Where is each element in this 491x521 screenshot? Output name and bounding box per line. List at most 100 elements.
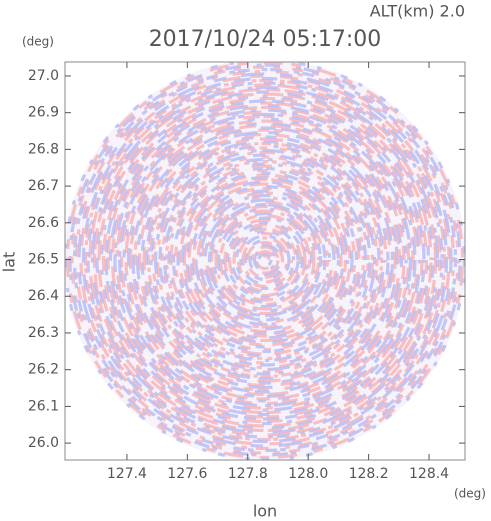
radar-ring <box>178 173 352 347</box>
radar-ring <box>239 234 291 286</box>
radar-ring <box>180 175 350 345</box>
y-tick-label: 26.6 <box>28 215 59 231</box>
radar-ring <box>99 94 431 426</box>
radar-ring <box>72 67 458 453</box>
radar-ring <box>218 213 312 307</box>
y-tick-label: 26.0 <box>28 435 59 451</box>
radar-field <box>65 62 465 460</box>
radar-ring <box>160 155 370 365</box>
y-tick-label: 26.4 <box>28 288 59 304</box>
radar-ring <box>187 182 343 338</box>
y-axis-label: lat <box>0 252 19 273</box>
radar-ring <box>135 130 395 390</box>
x-axis-label: lon <box>253 502 277 521</box>
radar-ring <box>243 238 287 282</box>
y-tick-label: 26.2 <box>28 362 59 378</box>
radar-ring <box>106 101 424 419</box>
radar-ring <box>74 69 456 451</box>
radar-ring <box>83 78 447 442</box>
radar-ring <box>77 72 453 448</box>
y-tick-label: 26.3 <box>28 325 59 341</box>
x-tick-label: 127.8 <box>228 466 268 482</box>
radar-ring <box>205 200 325 320</box>
radar-ring <box>86 81 444 439</box>
x-unit: (deg) <box>454 487 486 501</box>
radar-ring <box>207 202 323 318</box>
radar-ring <box>200 195 330 325</box>
y-tick-label: 27.0 <box>28 68 59 84</box>
radar-ring <box>194 189 336 331</box>
radar-ring <box>124 119 406 401</box>
radar-ring <box>182 177 348 343</box>
radar-ring <box>250 245 280 275</box>
radar-ring <box>153 148 377 372</box>
chart-title: 2017/10/24 05:17:00 <box>149 27 382 52</box>
radar-ring <box>117 112 413 408</box>
radar-ring <box>149 144 381 376</box>
radar-ring <box>232 227 298 293</box>
radar-ring <box>113 108 417 412</box>
radar-ring <box>196 191 334 329</box>
x-tick-label: 128.4 <box>409 466 449 482</box>
y-tick-label: 26.8 <box>28 141 59 157</box>
radar-ring <box>92 87 438 433</box>
radar-ring <box>95 90 435 430</box>
radar-ring <box>214 209 316 311</box>
radar-ring <box>151 146 379 374</box>
radar-ring <box>97 92 433 428</box>
radar-ring <box>225 220 305 300</box>
radar-ring <box>176 171 354 349</box>
radar-ring <box>158 153 372 367</box>
radar-ring <box>155 150 375 370</box>
radar-ring <box>245 240 285 280</box>
radar-ring <box>234 229 296 291</box>
x-tick-label: 127.6 <box>167 466 207 482</box>
radar-ring <box>171 166 359 354</box>
radar-ring <box>241 236 289 284</box>
radar-ring <box>90 85 440 435</box>
radar-ring <box>236 231 294 289</box>
radar-ring <box>248 243 282 277</box>
radar-ring <box>144 139 386 381</box>
radar-ring <box>119 114 411 406</box>
radar-ring <box>70 65 460 455</box>
radar-ring <box>252 247 278 273</box>
radar-ring <box>257 252 273 268</box>
x-tick-label: 128.2 <box>349 466 389 482</box>
radar-ring <box>88 83 442 437</box>
radar-ring <box>169 164 361 356</box>
radar-ring <box>110 105 420 415</box>
radar-ring <box>137 132 393 388</box>
plot-frame <box>64 61 466 461</box>
radar-ring <box>167 162 363 358</box>
radar-ring <box>131 126 399 394</box>
x-tick-label: 128.0 <box>288 466 328 482</box>
radar-ring <box>126 121 404 399</box>
radar-ring <box>223 218 307 302</box>
y-unit: (deg) <box>22 35 54 49</box>
radar-ring <box>115 110 415 410</box>
radar-ring <box>216 211 314 309</box>
radar-ring <box>140 135 390 385</box>
y-tick-label: 26.9 <box>28 105 59 121</box>
radar-ring <box>209 204 321 316</box>
radar-ring <box>230 225 300 295</box>
x-tick-label: 127.4 <box>107 466 147 482</box>
radar-ring <box>254 249 276 271</box>
radar-ring <box>203 198 327 322</box>
radar-ring <box>189 184 341 336</box>
radar-ring <box>108 103 422 417</box>
y-tick-label: 26.5 <box>28 252 59 268</box>
radar-ring <box>164 159 366 361</box>
radar-ring <box>104 99 426 421</box>
radar-ring <box>146 141 384 379</box>
radar-ring <box>191 186 339 334</box>
radar-ring <box>81 76 449 444</box>
radar-ring <box>101 96 429 424</box>
radar-ring <box>221 216 309 304</box>
radar-ring <box>133 128 397 392</box>
y-tick-label: 26.7 <box>28 178 59 194</box>
radar-ring <box>122 117 408 403</box>
radar-ring <box>259 254 271 266</box>
